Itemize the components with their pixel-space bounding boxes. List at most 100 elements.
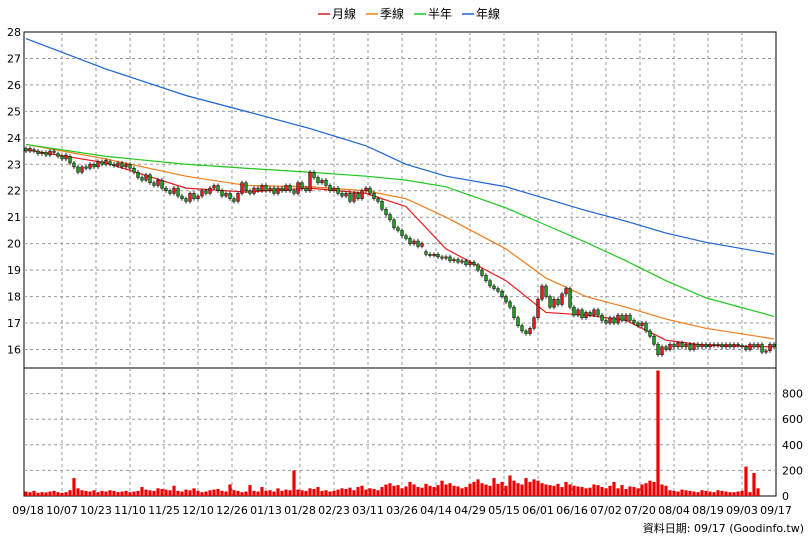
candle-body [576, 309, 580, 316]
candle-body [44, 152, 48, 156]
candle-body [32, 149, 36, 152]
volume-bar [92, 490, 96, 496]
volume-bar [368, 488, 372, 496]
volume-bar [528, 481, 532, 496]
candle-body [96, 161, 100, 168]
candle-body [160, 179, 164, 189]
candle-body [28, 148, 32, 152]
volume-bar [264, 490, 268, 496]
price-y-axis: 16 17 18 19 20 21 22 23 24 25 26 27 28 [7, 26, 21, 356]
volume-bar [208, 490, 212, 496]
volume-bar [244, 491, 248, 496]
volume-bar [500, 481, 504, 496]
volume-bar [456, 486, 460, 496]
volume-bar [652, 481, 656, 496]
volume-bar [372, 488, 376, 496]
volume-bar [216, 488, 220, 496]
volume-bar [164, 489, 168, 496]
volume-bar [700, 490, 704, 496]
ma-line-1 [25, 143, 775, 340]
candle-body [100, 161, 104, 165]
candle-body [444, 256, 448, 259]
volume-bar [52, 490, 56, 496]
price-tick-label: 26 [7, 79, 21, 92]
candle-body [68, 156, 72, 164]
candle-body [288, 185, 292, 191]
candle-body [512, 306, 516, 318]
candle-body [80, 166, 84, 173]
candle-body [336, 187, 340, 194]
x-tick-label: 09/03 [726, 504, 758, 517]
volume-bar [484, 484, 488, 496]
candle-body [756, 343, 760, 348]
price-panel: 16 17 18 19 20 21 22 23 24 25 26 27 28 [7, 26, 777, 497]
legend-label: 月線 [332, 6, 356, 21]
candle-body [476, 264, 480, 271]
candle-body [536, 298, 540, 318]
volume-bar [376, 490, 380, 496]
volume-bar [728, 492, 732, 496]
x-tick-label: 10/23 [80, 504, 112, 517]
volume-bar [40, 492, 44, 496]
volume-bar [316, 487, 320, 496]
volume-bar [420, 487, 424, 496]
candle-body [372, 193, 376, 199]
volume-bar [112, 490, 116, 496]
candle-body [504, 296, 508, 303]
x-tick-label: 05/15 [488, 504, 520, 517]
price-plot-frame [23, 31, 777, 497]
volume-bar [668, 490, 672, 496]
candle-body [452, 259, 456, 262]
candle-body [40, 152, 44, 154]
volume-bar [136, 490, 140, 496]
volume-bar [544, 484, 548, 496]
volume-bar [516, 483, 520, 496]
candle-body [580, 309, 584, 318]
candle-body [344, 193, 348, 197]
volume-bar [84, 490, 88, 496]
candle-body [228, 193, 232, 199]
volume-bar [148, 490, 152, 496]
candle-body [188, 193, 192, 202]
candle-body [488, 280, 492, 287]
volume-bar [748, 492, 752, 496]
volume-bar [756, 488, 760, 496]
volume-bar [672, 490, 676, 496]
volume-bar [676, 491, 680, 496]
volume-bar [212, 489, 216, 496]
candle-body [280, 187, 284, 191]
candle-body [184, 198, 188, 202]
volume-bar [640, 484, 644, 496]
volume-bar [452, 485, 456, 496]
volume-bar [740, 490, 744, 496]
candle-body [368, 187, 372, 194]
candle-body [272, 187, 276, 194]
data-source-footer: 資料日期: 09/17 (Goodinfo.tw) [643, 521, 804, 535]
candle-body [764, 350, 768, 353]
volume-bar [120, 491, 124, 496]
candle-body [552, 298, 556, 308]
candle-body [124, 164, 128, 168]
candle-body [208, 187, 212, 194]
volume-bar [128, 492, 132, 496]
candle-body [676, 342, 680, 348]
volume-bar [552, 485, 556, 496]
volume-bar [724, 491, 728, 496]
candle-body [516, 317, 520, 326]
volume-bar [460, 488, 464, 496]
price-tick-label: 21 [7, 211, 21, 224]
volume-bar [88, 491, 92, 496]
volume-bar [648, 480, 652, 496]
candle-body [412, 240, 416, 244]
candle-body [396, 227, 400, 231]
volume-bar [132, 491, 136, 496]
price-tick-label: 18 [7, 291, 21, 304]
volume-bar [28, 492, 32, 496]
candle-body [744, 346, 748, 350]
volume-bar [64, 492, 68, 496]
candle-body [260, 185, 264, 191]
candle-body [620, 314, 624, 321]
volume-bar [556, 483, 560, 496]
candle-body [140, 177, 144, 181]
candle-body [528, 328, 532, 334]
